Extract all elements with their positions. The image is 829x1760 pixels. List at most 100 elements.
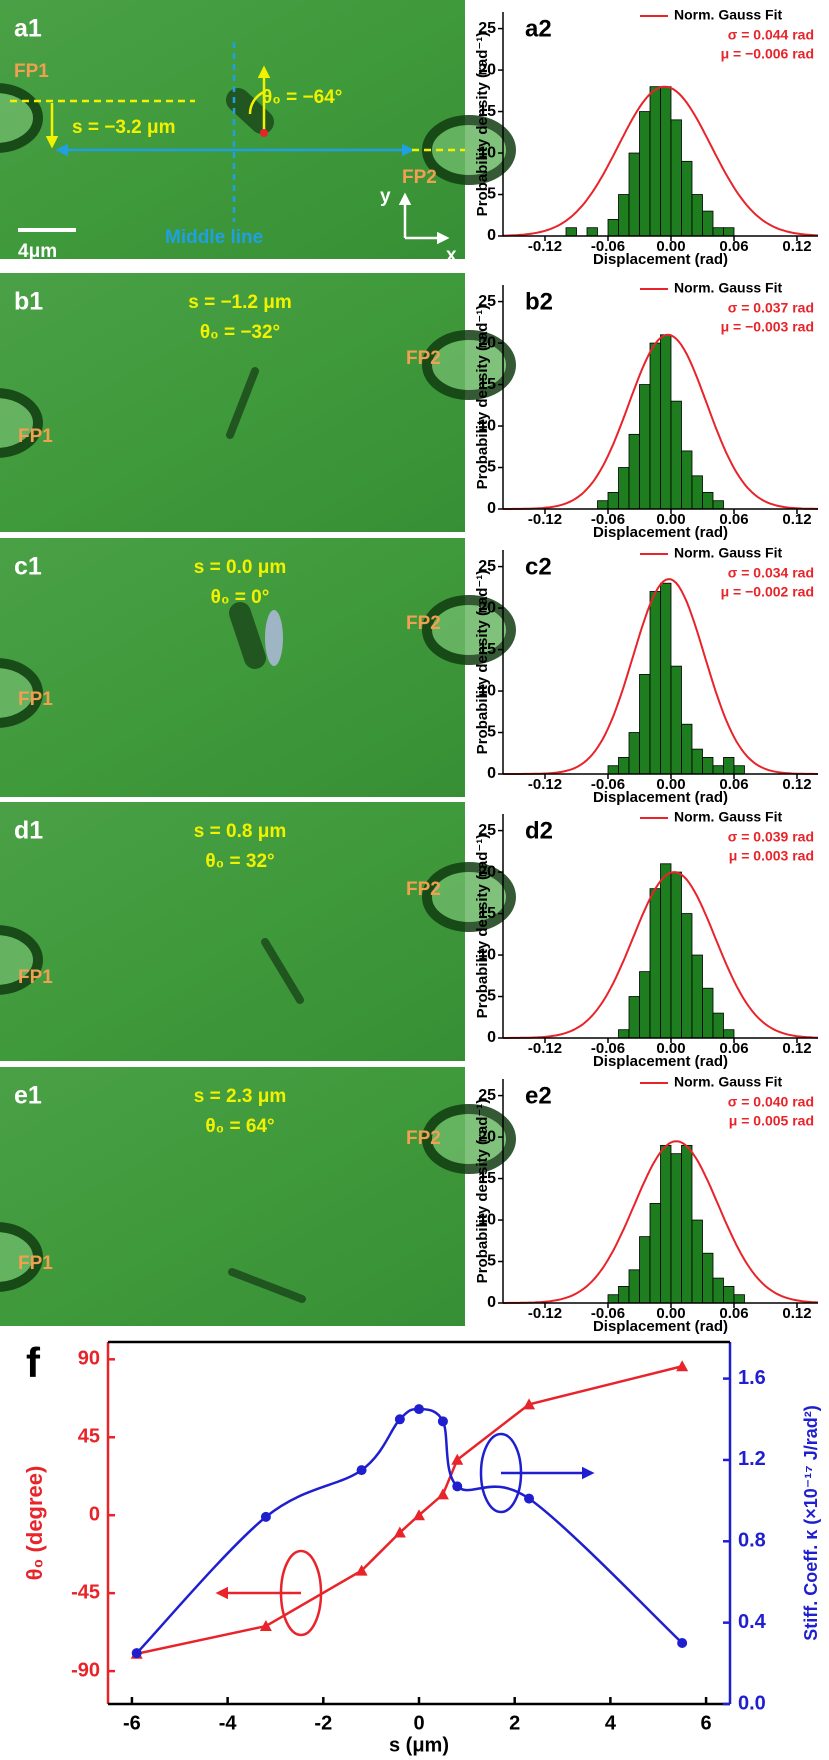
bar: [733, 1294, 745, 1304]
bar: [586, 227, 598, 237]
fit-annotation: μ = 0.003 rad: [729, 848, 814, 864]
nanorod: [226, 367, 259, 439]
bar: [670, 871, 682, 1039]
y2-axis-label: Stiff. Coeff. κ (×10⁻¹⁷ J/rad²): [801, 1405, 821, 1641]
x-tick-label: 0: [413, 1712, 424, 1734]
bar: [723, 1286, 735, 1304]
image-label: b1: [14, 288, 43, 316]
bar: [607, 492, 619, 510]
image-x-axis: x: [446, 245, 457, 266]
y2-tick-label: 1.6: [738, 1367, 766, 1389]
y-tick-label: 15: [478, 641, 496, 658]
image-fp1: FP1: [18, 1253, 53, 1274]
bar: [712, 1012, 724, 1039]
bar: [649, 342, 661, 510]
x-tick-label: 0.06: [719, 1040, 748, 1057]
circle-marker: [437, 1416, 448, 1427]
y2-tick-label: 1.2: [738, 1448, 766, 1470]
bar: [639, 971, 651, 1039]
legend-entry: Norm. Gauss Fit: [674, 809, 782, 825]
triangle-marker: [676, 1360, 689, 1372]
focal-point: [0, 1222, 43, 1292]
bar: [681, 450, 693, 510]
series-line: [135, 1407, 684, 1655]
bar: [660, 863, 672, 1039]
y-tick-label: 0: [89, 1503, 100, 1525]
circle-marker: [394, 1414, 405, 1425]
fit-annotation: μ = 0.005 rad: [729, 1113, 814, 1129]
x-tick-label: -4: [219, 1712, 238, 1734]
y-tick-label: 10: [478, 1211, 496, 1228]
image-fp1: FP1: [18, 426, 53, 447]
panel-label: e2: [525, 1082, 552, 1109]
bar: [691, 194, 703, 237]
fit-curve: [503, 333, 818, 510]
y-tick-label: -45: [71, 1581, 100, 1603]
x-tick-label: 0.12: [782, 511, 811, 528]
bar: [712, 227, 724, 237]
y-tick-label: 5: [487, 186, 496, 203]
bar: [670, 1153, 682, 1304]
panel-label: c2: [525, 553, 552, 580]
bar: [607, 219, 619, 237]
y-tick-label: 20: [478, 863, 496, 880]
image-fp1: FP1: [14, 61, 49, 82]
image-fp1: FP1: [18, 689, 53, 710]
bar: [618, 467, 630, 510]
bar: [691, 748, 703, 775]
y-tick-label: -90: [71, 1659, 100, 1681]
focal-point: [0, 83, 43, 153]
bar: [628, 152, 640, 237]
bar: [597, 500, 609, 510]
x-tick-label: -0.12: [528, 1305, 562, 1322]
x-tick-label: -0.06: [591, 511, 625, 528]
micrograph: [0, 538, 465, 797]
bar: [660, 582, 672, 775]
y-tick-label: 25: [478, 822, 496, 839]
bar: [712, 1277, 724, 1304]
x-tick-label: 0.00: [656, 1305, 685, 1322]
image-s: s = 0.8 μm: [194, 821, 286, 842]
y-tick-label: 5: [487, 459, 496, 476]
x-axis-label: Displacement (rad): [593, 251, 728, 268]
fit-annotation: σ = 0.034 rad: [728, 565, 814, 581]
x-tick-label: -6: [123, 1712, 141, 1734]
bar: [723, 227, 735, 237]
image-theta: θ₀ = 0°: [211, 587, 270, 608]
bar: [565, 227, 577, 237]
circle-marker: [414, 1404, 424, 1415]
fit-annotation: μ = −0.006 rad: [721, 46, 814, 62]
y-tick-label: 10: [478, 946, 496, 963]
y-tick-label: 0: [487, 765, 496, 782]
legend-entry: Norm. Gauss Fit: [674, 7, 782, 23]
bar: [607, 765, 619, 775]
fit-curve: [503, 578, 818, 775]
bar: [660, 1144, 672, 1304]
image-fp2: FP2: [406, 1128, 441, 1149]
micrograph: [0, 1067, 465, 1326]
circle-marker: [356, 1465, 367, 1476]
x-axis-label: Displacement (rad): [593, 1053, 728, 1070]
image-theta: θ₀ = 32°: [205, 851, 274, 872]
y-tick-label: 15: [478, 376, 496, 393]
x-tick-label: 0.00: [656, 776, 685, 793]
y2-tick-label: 0.0: [738, 1692, 766, 1714]
x-tick-label: 0.12: [782, 776, 811, 793]
angle-arc: [248, 90, 265, 115]
x-tick-label: 0.00: [656, 1040, 685, 1057]
micrograph-labels: a1 FP1 FP2 s = −3.2 μm θ₀ = −64° 4μm Middle li…: [14, 15, 457, 1274]
fit-annotation: μ = −0.003 rad: [721, 319, 814, 335]
y-axis-label: Probability density (rad⁻¹): [474, 305, 491, 490]
bar: [712, 500, 724, 510]
image-s: s = 0.0 μm: [194, 557, 286, 578]
bar: [723, 757, 735, 775]
triangle-marker: [523, 1398, 536, 1410]
y-tick-label: 45: [78, 1426, 100, 1448]
bar: [628, 732, 640, 775]
bar: [670, 400, 682, 510]
image-s: s = −3.2 μm: [72, 117, 176, 138]
nanorod-glow: [265, 610, 283, 666]
x-tick-label: -0.06: [591, 238, 625, 255]
y-tick-label: 20: [478, 61, 496, 78]
